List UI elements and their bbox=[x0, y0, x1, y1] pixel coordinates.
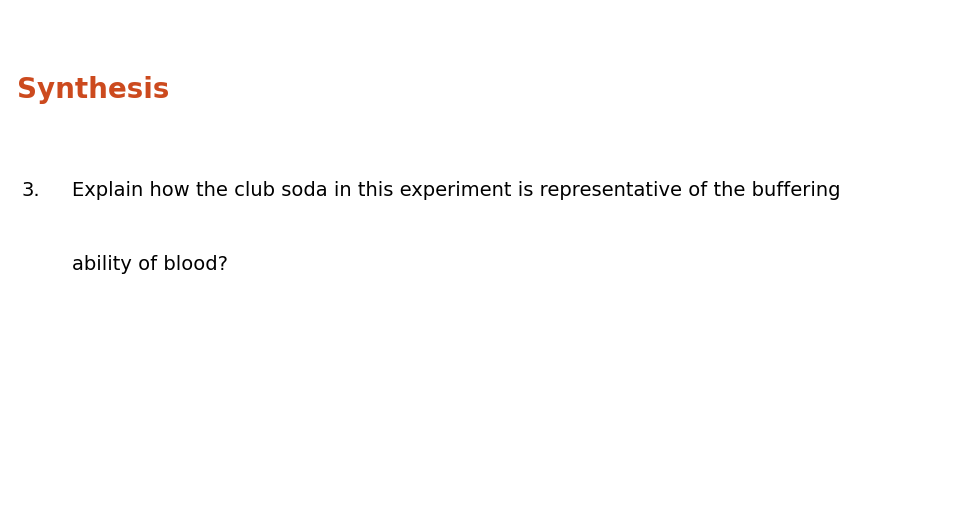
Text: SNAPSHOT: SNAPSHOT bbox=[843, 283, 920, 296]
Text: ability of blood?: ability of blood? bbox=[72, 255, 228, 274]
Text: Explain how the club soda in this experiment is representative of the buffering: Explain how the club soda in this experi… bbox=[72, 181, 841, 200]
Text: 3.: 3. bbox=[21, 181, 39, 200]
Text: Synthesis: Synthesis bbox=[17, 76, 170, 105]
Text: Role of Buffers: Role of Buffers bbox=[12, 13, 139, 29]
